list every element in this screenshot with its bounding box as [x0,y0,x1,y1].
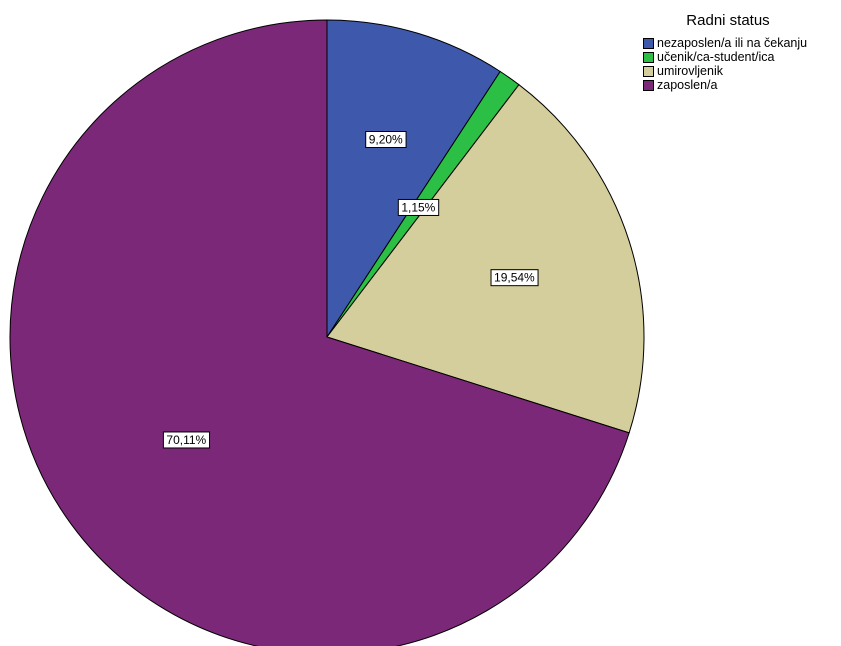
slice-label-umirovljenik: 19,54% [490,269,539,287]
slice-label-nezaposlen: 9,20% [365,130,407,148]
pie-slice-nezaposlen [326,19,501,339]
pie-slice-zaposlen [9,19,630,646]
legend-swatch-nezaposlen [643,37,654,49]
slice-label-ucenik: 1,15% [397,198,440,216]
legend-swatch-ucenik [643,51,654,63]
legend-item-umirovljenik: umirovljenik [643,64,841,78]
legend-label-nezaposlen: nezaposlen/a ili na čekanju [657,36,808,50]
legend-label-umirovljenik: umirovljenik [657,64,723,78]
legend-swatch-zaposlen [643,79,654,91]
legend-label-zaposlen: zaposlen/a [657,78,718,92]
legend-title: Radni status [686,12,770,29]
svg-text:19,54%: 19,54% [494,271,535,285]
svg-text:9,20%: 9,20% [369,132,403,146]
legend-label-ucenik: učenik/ca-student/ica [657,50,775,64]
legend-item-ucenik: učenik/ca-student/ica [643,50,841,64]
legend-item-zaposlen: zaposlen/a [643,78,841,92]
legend-item-nezaposlen: nezaposlen/a ili na čekanju [643,36,841,50]
legend-swatch-umirovljenik [643,65,654,77]
svg-text:70,11%: 70,11% [166,433,206,447]
slice-label-zaposlen: 70,11% [162,431,211,449]
svg-text:1,15%: 1,15% [401,200,435,214]
pie-slice-umirovljenik [326,83,645,434]
legend: Radni status nezaposlen/a ili na čekanju… [643,12,841,92]
